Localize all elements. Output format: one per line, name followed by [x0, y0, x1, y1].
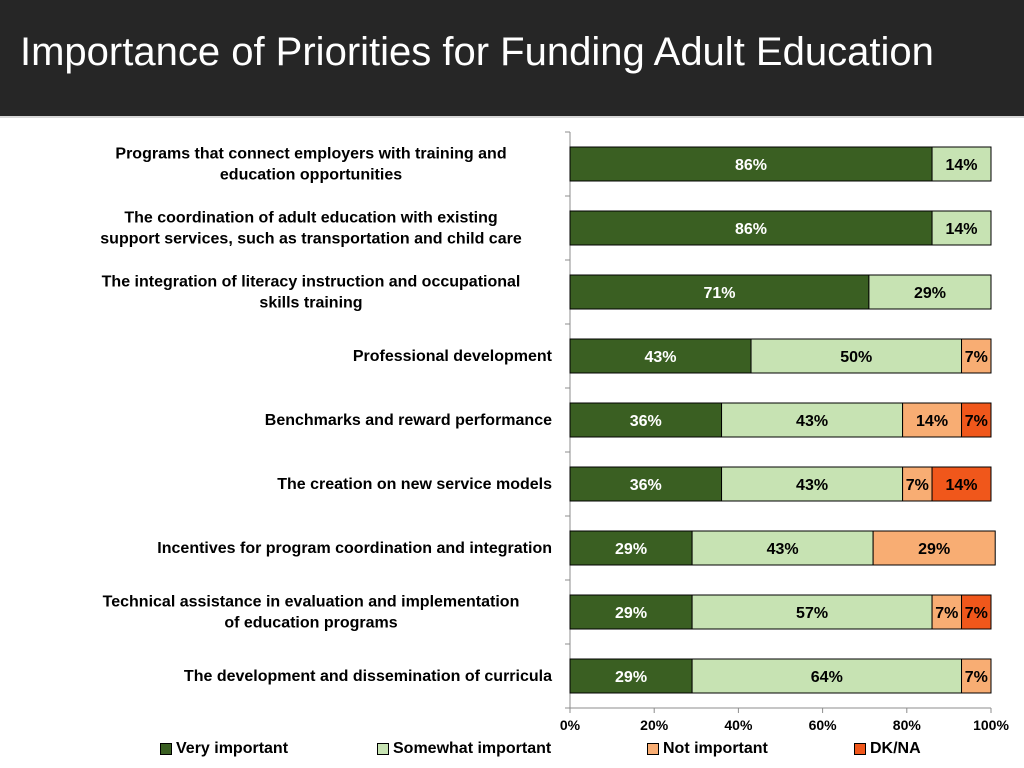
data-label: 7% — [965, 669, 988, 686]
x-tick-label: 20% — [640, 717, 669, 733]
data-label: 7% — [965, 349, 988, 366]
legend-label: DK/NA — [870, 740, 921, 757]
data-label: 14% — [946, 477, 978, 494]
data-label: 7% — [906, 477, 929, 494]
title-bar: Importance of Priorities for Funding Adu… — [0, 0, 1024, 118]
data-label: 86% — [735, 221, 767, 238]
bar-segment — [691, 530, 874, 566]
category-label: Technical assistance in evaluation and i… — [103, 594, 520, 611]
x-tick-label: 100% — [973, 717, 1009, 733]
bar-segment — [569, 594, 693, 630]
data-label: 57% — [796, 605, 828, 622]
data-label: 29% — [615, 605, 647, 622]
x-tick-label: 80% — [893, 717, 922, 733]
bar-segment — [931, 146, 992, 182]
category-label: skills training — [259, 295, 362, 312]
bar-segment — [691, 658, 963, 694]
category-label: Professional development — [353, 348, 553, 365]
data-label: 14% — [946, 221, 978, 238]
category-label: The development and dissemination of cur… — [184, 668, 552, 685]
bar-segment — [961, 402, 992, 438]
data-label: 43% — [767, 541, 799, 558]
data-label: 29% — [615, 541, 647, 558]
bar-segment — [569, 146, 933, 182]
x-tick-label: 60% — [809, 717, 838, 733]
data-label: 43% — [796, 413, 828, 430]
bar-segment — [931, 466, 992, 502]
legend-swatch — [854, 743, 866, 755]
data-label: 36% — [630, 413, 662, 430]
category-label: The integration of literacy instruction … — [102, 274, 521, 291]
category-label: Incentives for program coordination and … — [157, 540, 552, 557]
data-label: 71% — [703, 285, 735, 302]
bar-segment — [569, 210, 933, 246]
legend-item: Somewhat important — [377, 740, 551, 758]
bar-segment — [569, 658, 693, 694]
data-label: 7% — [965, 605, 988, 622]
bar-segment — [931, 210, 992, 246]
data-label: 7% — [965, 413, 988, 430]
category-label: The coordination of adult education with… — [124, 210, 497, 227]
category-label: of education programs — [224, 615, 397, 632]
legend-item: DK/NA — [854, 740, 921, 758]
category-label: support services, such as transportation… — [100, 231, 522, 248]
category-label: Benchmarks and reward performance — [265, 412, 552, 429]
stacked-bar-chart: 0% 20% 40% 60% 80% 100% 86% 14% Programs that co… — [100, 131, 1009, 733]
legend-label: Very important — [176, 740, 289, 757]
legend-item: Not important — [647, 740, 768, 758]
data-label: 50% — [840, 349, 872, 366]
data-label: 29% — [918, 541, 950, 558]
x-tick-label: 40% — [724, 717, 753, 733]
category-label: The creation on new service models — [277, 476, 552, 493]
data-label: 43% — [796, 477, 828, 494]
data-label: 29% — [914, 285, 946, 302]
bar-segment — [872, 530, 996, 566]
data-label: 7% — [935, 605, 958, 622]
legend-label: Not important — [663, 740, 768, 757]
data-label: 43% — [644, 349, 676, 366]
bar-segment — [569, 530, 693, 566]
legend-swatch — [377, 743, 389, 755]
data-label: 29% — [615, 669, 647, 686]
bar-segment — [902, 466, 933, 502]
legend-item: Very important — [160, 740, 288, 758]
page-title: Importance of Priorities for Funding Adu… — [20, 30, 934, 74]
category-label: education opportunities — [220, 167, 402, 184]
bar-segment — [961, 338, 992, 374]
bar-segment — [750, 338, 963, 374]
bar-segment — [931, 594, 963, 630]
data-label: 14% — [946, 157, 978, 174]
legend-label: Somewhat important — [393, 740, 552, 757]
bar-segment — [569, 466, 723, 502]
data-label: 14% — [916, 413, 948, 430]
data-label: 36% — [630, 477, 662, 494]
x-tick-label: 0% — [560, 717, 581, 733]
bar-segment — [902, 402, 963, 438]
bar-segment — [961, 658, 992, 694]
bar-segment — [721, 466, 904, 502]
bar-segment — [868, 274, 992, 310]
bar-segment — [691, 594, 933, 630]
data-label: 64% — [811, 669, 843, 686]
data-label: 86% — [735, 157, 767, 174]
legend-swatch — [160, 743, 172, 755]
category-label: Programs that connect employers with tra… — [115, 146, 506, 163]
bar-segment — [569, 402, 723, 438]
legend-swatch — [647, 743, 659, 755]
bar-segment — [961, 594, 992, 630]
chart-legend: Very important Somewhat important Not impo… — [0, 740, 1024, 762]
